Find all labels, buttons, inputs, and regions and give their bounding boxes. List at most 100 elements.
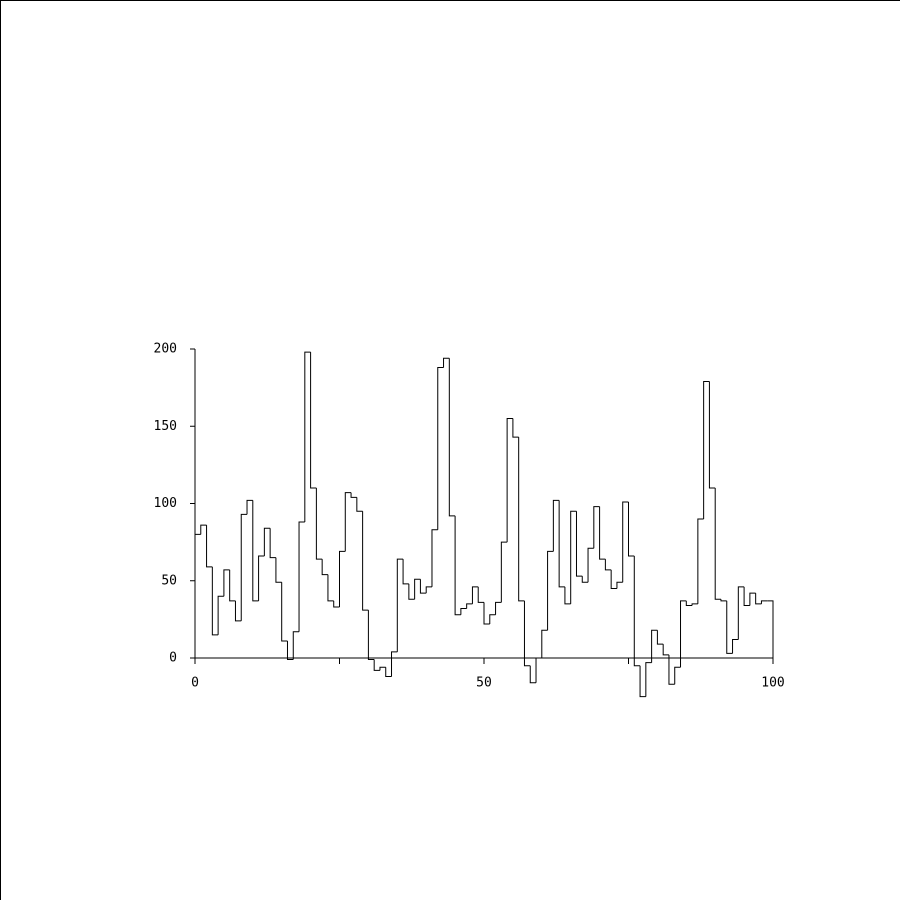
histogram-step (275, 557, 282, 583)
histogram-step (240, 513, 248, 621)
histogram-step (396, 558, 404, 652)
histogram-step (477, 586, 484, 603)
histogram-step (344, 492, 352, 552)
histogram-step (454, 515, 461, 616)
histogram-step (217, 595, 224, 635)
histogram-step (385, 667, 392, 678)
histogram-step (339, 550, 346, 608)
histogram-step (685, 600, 693, 606)
y-tick-label: 200 (154, 342, 177, 357)
histogram-step (535, 657, 542, 683)
histogram-step (604, 559, 612, 571)
histogram-step (431, 529, 438, 587)
histogram-step (419, 579, 427, 594)
histogram-step (575, 511, 583, 577)
histogram-step (760, 600, 768, 604)
histogram-step (356, 497, 363, 512)
histogram-step (350, 492, 357, 498)
x-tick-label: 100 (761, 676, 784, 691)
histogram-step (570, 510, 577, 604)
histogram-step (749, 592, 756, 606)
histogram-step (767, 600, 774, 658)
histogram-step (263, 527, 271, 557)
histogram-step (651, 629, 658, 663)
histogram-step (680, 600, 687, 668)
histogram-step (298, 521, 305, 632)
histogram-step (633, 556, 641, 667)
histogram-step (720, 599, 727, 602)
histogram-step (512, 418, 519, 438)
histogram-step (523, 600, 531, 667)
x-tick-label: 0 (191, 676, 199, 691)
y-tick-label: 50 (161, 573, 177, 588)
y-tick-label: 0 (169, 651, 177, 666)
y-tick-label: 150 (154, 419, 177, 434)
histogram-step (500, 541, 508, 603)
histogram-step (448, 358, 456, 517)
histogram-step (402, 559, 409, 585)
histogram-step (558, 500, 565, 588)
histogram-step (200, 524, 207, 535)
histogram-step (581, 576, 589, 583)
histogram-step (645, 662, 652, 697)
histogram-step (708, 381, 716, 489)
histogram-step (194, 533, 201, 658)
histogram-step (668, 654, 675, 685)
histogram-step (483, 602, 490, 625)
histogram-step (541, 629, 548, 658)
histogram-step (466, 603, 473, 609)
histogram-step (252, 500, 259, 602)
histogram-step (593, 506, 600, 549)
histogram-step (489, 614, 496, 625)
histogram-step (599, 506, 606, 560)
histogram-step (726, 600, 733, 654)
histogram-step (206, 525, 213, 568)
histogram-step (211, 566, 219, 636)
histogram-step (292, 631, 300, 660)
y-tick-label: 100 (154, 496, 177, 511)
histogram-step (391, 651, 398, 677)
histogram-step (691, 603, 698, 606)
histogram-step (304, 351, 311, 523)
histogram-step (755, 593, 762, 605)
histogram-step (321, 559, 328, 576)
histogram-step (564, 586, 571, 605)
histogram-step (622, 501, 629, 583)
histogram-step (518, 437, 525, 602)
histogram-step (327, 574, 334, 602)
histogram-step (743, 586, 750, 606)
histogram-step (367, 610, 375, 661)
histogram-step (737, 586, 745, 640)
histogram-step (471, 586, 479, 604)
histogram-step (616, 581, 623, 589)
histogram-step (333, 600, 340, 608)
histogram-step (656, 630, 664, 645)
histogram-step (414, 578, 421, 600)
histogram-step (269, 528, 276, 559)
histogram-step (639, 665, 646, 698)
histogram-step (628, 501, 635, 557)
histogram-step (662, 644, 669, 656)
histogram-step (732, 638, 739, 654)
x-tick-label: 50 (476, 676, 492, 691)
histogram-step (697, 518, 704, 604)
histogram-step (258, 555, 265, 601)
histogram-step (443, 357, 450, 368)
histogram-step (286, 641, 294, 661)
histogram-step (460, 608, 467, 615)
histogram-step (529, 665, 537, 684)
histogram-step (610, 569, 617, 589)
histogram-step (587, 547, 594, 583)
histogram-step (506, 418, 513, 543)
histogram-step (315, 488, 323, 560)
histogram-step (425, 586, 432, 594)
histogram-step (674, 666, 681, 685)
histogram-step (495, 601, 502, 615)
histogram-step (547, 550, 554, 631)
histogram-step (703, 380, 710, 519)
histogram-step (362, 511, 369, 611)
histogram-step (281, 582, 288, 642)
histogram-step (379, 666, 386, 671)
histogram-step (437, 367, 444, 530)
